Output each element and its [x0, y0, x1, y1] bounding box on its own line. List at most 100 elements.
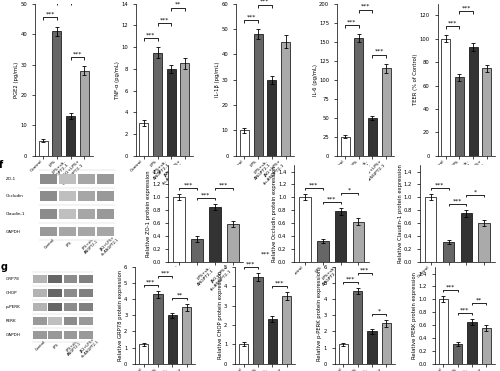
Text: LPS: LPS	[53, 342, 60, 349]
Bar	[64, 317, 77, 325]
Bar	[382, 68, 390, 156]
Text: ***: ***	[246, 262, 256, 267]
Bar	[438, 299, 448, 364]
Text: PERK: PERK	[6, 319, 16, 323]
Text: ***: ***	[160, 17, 169, 22]
Text: ***: ***	[360, 267, 370, 272]
Text: d: d	[324, 0, 331, 1]
Bar	[59, 227, 76, 236]
Bar	[64, 303, 77, 311]
Bar	[78, 227, 95, 236]
Bar	[98, 227, 114, 236]
Bar	[154, 295, 162, 364]
Text: ***: ***	[462, 5, 471, 10]
Y-axis label: Relative Claudin-1 protein expression: Relative Claudin-1 protein expression	[398, 164, 402, 263]
Text: JAG+LPS+
sh-ANGPT2-1: JAG+LPS+ sh-ANGPT2-1	[98, 234, 120, 257]
Bar	[482, 68, 491, 156]
Bar	[39, 141, 48, 156]
Bar	[254, 34, 262, 156]
Text: ZO-1: ZO-1	[6, 177, 16, 181]
Text: b: b	[123, 0, 130, 1]
Text: GRP78: GRP78	[6, 277, 20, 281]
Text: ***: ***	[347, 19, 356, 24]
Bar	[442, 242, 454, 262]
Text: ***: ***	[374, 49, 384, 54]
Text: ***: ***	[435, 183, 444, 188]
Bar	[40, 209, 57, 219]
Bar	[167, 69, 175, 156]
Bar	[268, 80, 276, 156]
Text: LPS: LPS	[65, 240, 72, 247]
Bar	[139, 344, 148, 364]
Text: Control: Control	[44, 237, 56, 250]
Text: LPS+sh-
ANGPT2-1: LPS+sh- ANGPT2-1	[64, 338, 83, 357]
Bar	[478, 223, 490, 262]
Bar	[282, 296, 291, 364]
Bar	[98, 209, 114, 219]
Text: ***: ***	[201, 193, 210, 197]
Text: ***: ***	[146, 32, 156, 37]
Bar	[64, 275, 77, 283]
Text: a: a	[22, 0, 29, 1]
Y-axis label: IL-6 (pg/mL): IL-6 (pg/mL)	[312, 64, 318, 96]
Bar	[48, 303, 62, 311]
Bar	[317, 241, 328, 262]
Bar	[425, 197, 436, 262]
Bar	[40, 174, 57, 184]
Text: ***: ***	[46, 12, 54, 17]
Bar	[354, 38, 363, 156]
Y-axis label: Relative PERK protein expression: Relative PERK protein expression	[412, 272, 418, 359]
Text: e: e	[425, 0, 432, 1]
Y-axis label: TNF-α (pg/mL): TNF-α (pg/mL)	[115, 61, 120, 99]
Bar	[368, 331, 377, 364]
Text: LPS+sh-
ANGPT2-1: LPS+sh- ANGPT2-1	[80, 236, 99, 255]
Text: ***: ***	[184, 183, 192, 188]
Y-axis label: Relative ZO-1 protein expression: Relative ZO-1 protein expression	[146, 170, 151, 257]
Bar	[79, 331, 92, 339]
Bar	[153, 53, 162, 156]
Text: p-PERK: p-PERK	[6, 305, 20, 309]
Bar	[33, 331, 46, 339]
Bar	[468, 47, 477, 156]
Bar	[33, 275, 46, 283]
Text: Claudin-1: Claudin-1	[6, 212, 25, 216]
Bar	[59, 191, 76, 201]
Bar	[98, 191, 114, 201]
Bar	[48, 289, 62, 297]
Text: Occludin: Occludin	[6, 194, 24, 198]
Bar	[339, 344, 348, 364]
Text: JAG+LPS+
sh-ANGPT2-1: JAG+LPS+ sh-ANGPT2-1	[78, 336, 100, 359]
Bar	[209, 207, 220, 262]
Text: *: *	[348, 187, 351, 192]
Text: ***: ***	[59, 0, 69, 1]
Text: ***: ***	[260, 0, 270, 4]
Text: f: f	[0, 160, 4, 170]
Text: CHOP: CHOP	[6, 291, 18, 295]
Text: ***: ***	[246, 14, 256, 19]
Y-axis label: Relative Occludin protein expression: Relative Occludin protein expression	[272, 165, 276, 262]
Bar	[468, 322, 476, 364]
Bar	[64, 331, 77, 339]
Bar	[48, 275, 62, 283]
Bar	[78, 209, 95, 219]
Bar	[455, 78, 464, 156]
Text: GAPDH: GAPDH	[6, 333, 20, 337]
Text: g: g	[0, 262, 7, 272]
Bar	[78, 174, 95, 184]
Bar	[78, 191, 95, 201]
Bar	[59, 209, 76, 219]
Y-axis label: IL-1β (pg/mL): IL-1β (pg/mL)	[216, 62, 220, 98]
Bar	[80, 70, 88, 156]
Bar	[79, 289, 92, 297]
Bar	[174, 197, 185, 262]
Bar	[281, 42, 290, 156]
Bar	[140, 123, 148, 156]
Text: ***: ***	[327, 197, 336, 202]
Bar	[299, 197, 310, 262]
Text: **: **	[476, 298, 482, 303]
Bar	[33, 303, 46, 311]
Text: ***: ***	[146, 280, 156, 285]
Y-axis label: TEER (% of Control): TEER (% of Control)	[414, 54, 418, 105]
Text: **: **	[175, 2, 181, 7]
Bar	[268, 319, 277, 364]
